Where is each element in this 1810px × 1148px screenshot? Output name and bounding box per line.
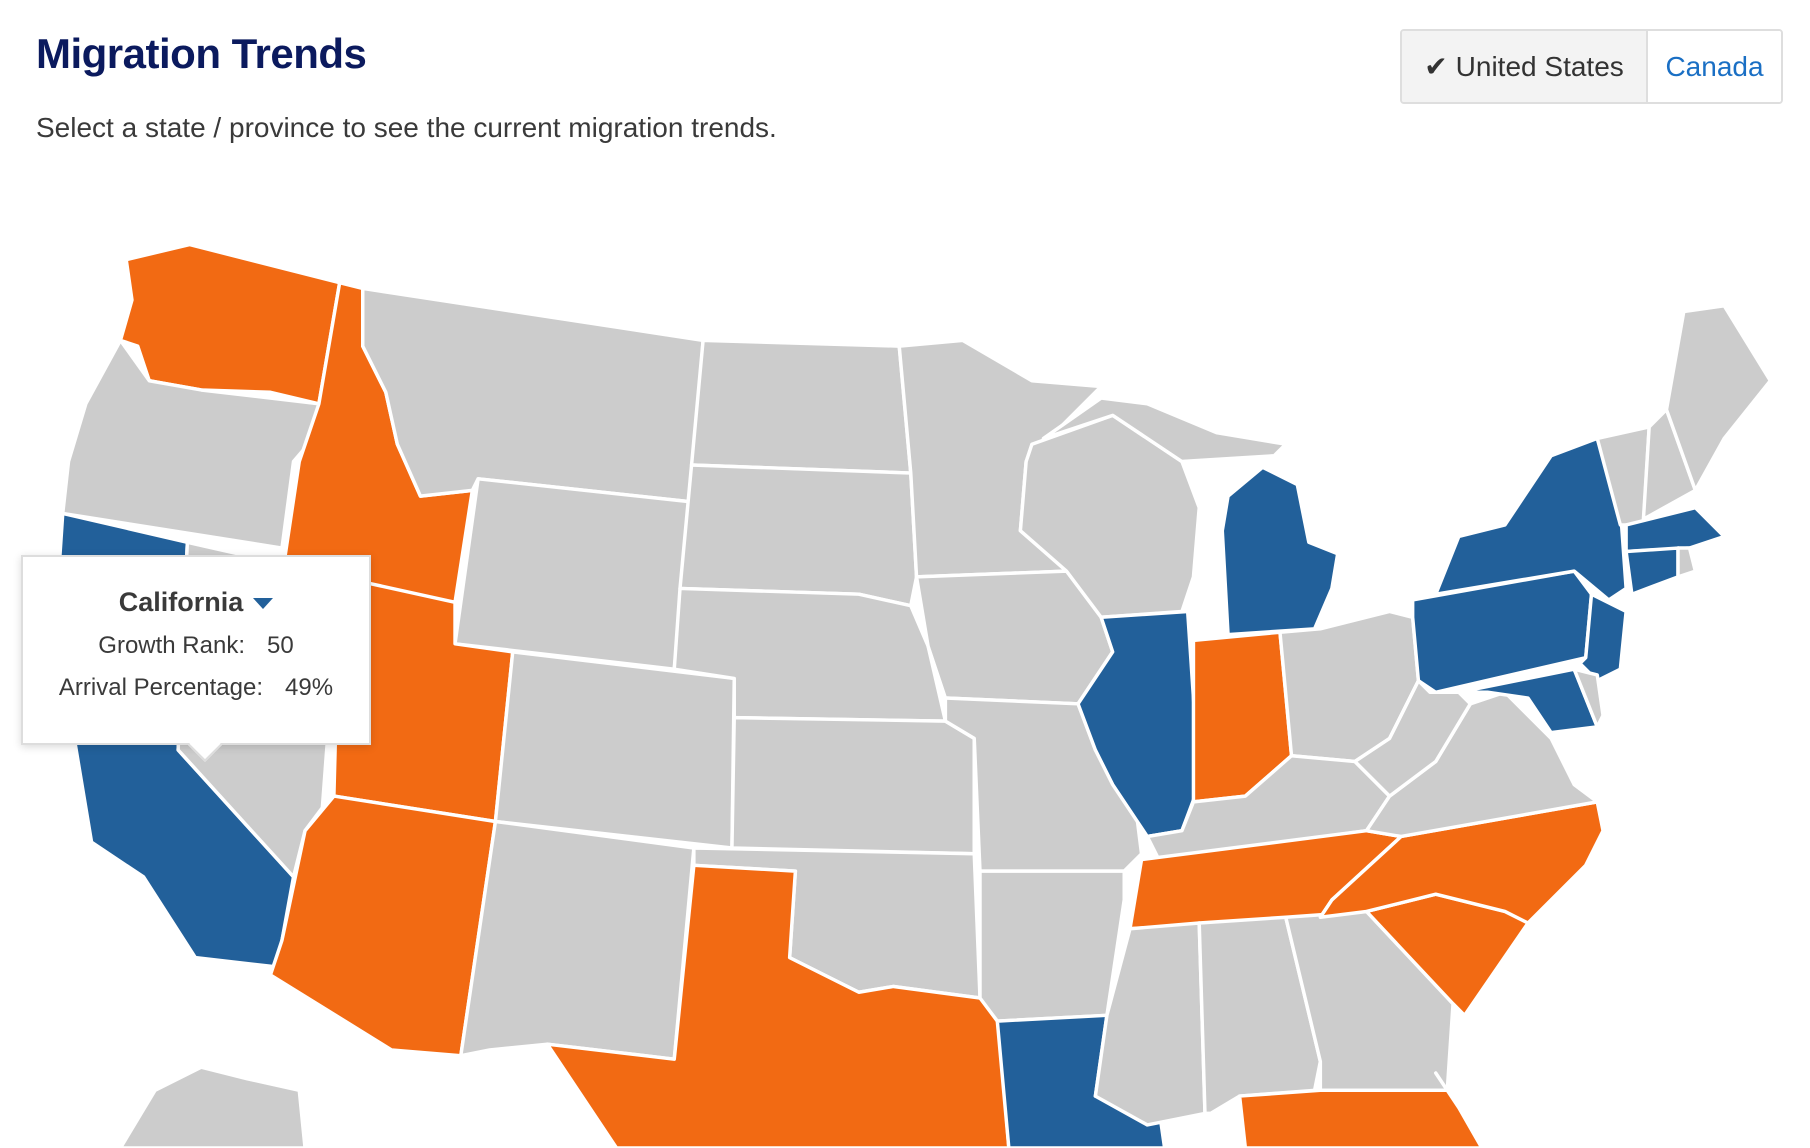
state-me[interactable] (1664, 304, 1773, 493)
page-title: Migration Trends (36, 30, 367, 77)
state-ri[interactable] (1676, 546, 1698, 579)
growth-rank-value: 50 (267, 632, 294, 659)
arrival-percentage-label: Arrival Percentage: (58, 674, 264, 701)
state-mt[interactable] (360, 286, 705, 504)
state-co[interactable] (493, 650, 736, 850)
page-subtitle: Select a state / province to see the cur… (36, 112, 777, 143)
state-ak[interactable] (118, 1065, 307, 1148)
state-fl[interactable] (1237, 1071, 1484, 1148)
caret-down-icon (253, 598, 274, 610)
state-mi[interactable] (1220, 465, 1340, 637)
state-ar[interactable] (978, 869, 1126, 1023)
canada-button[interactable]: Canada (1648, 31, 1781, 102)
tooltip-state-name: California (118, 587, 244, 617)
check-icon: ✔ (1424, 51, 1448, 82)
state-nm[interactable] (459, 819, 696, 1061)
state-ks[interactable] (730, 715, 976, 856)
arrival-percentage-value: 49% (285, 674, 334, 701)
state-az[interactable] (268, 794, 498, 1058)
united-states-label: United States (1455, 50, 1624, 82)
state-tooltip: California Growth Rank: 50 Arrival Percen… (21, 555, 371, 745)
growth-rank-label: Growth Rank: (98, 632, 245, 659)
state-ny[interactable] (1434, 436, 1628, 602)
state-nd[interactable] (689, 338, 913, 475)
state-ma[interactable] (1624, 505, 1726, 554)
state-wy[interactable] (453, 477, 694, 671)
country-toggle: ✔ United States Canada (1400, 29, 1783, 104)
united-states-button[interactable]: ✔ United States (1402, 31, 1648, 102)
state-up[interactable] (1041, 396, 1288, 464)
state-ct[interactable] (1624, 546, 1680, 596)
state-or[interactable] (61, 338, 330, 550)
state-de[interactable] (1572, 667, 1605, 729)
state-sd[interactable] (678, 463, 919, 608)
